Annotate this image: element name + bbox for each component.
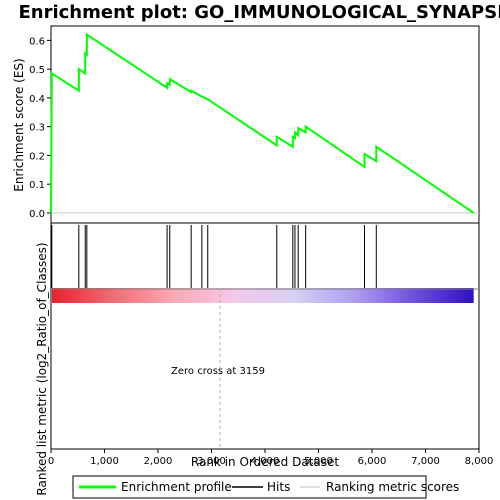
legend-label-hits: Hits <box>267 480 290 494</box>
x-axis: 0 1,000 2,000 3,000 4,000 5,000 6,000 7,000 8,00… <box>48 449 494 467</box>
zero-cross-annotation: Zero cross at 3159 <box>171 366 265 377</box>
enrichment-profile-line <box>50 32 475 214</box>
x-tick-label: 1,000 <box>90 456 119 467</box>
x-tick-label: 0 <box>48 456 54 467</box>
legend: Enrichment profile Hits Ranking metric s… <box>72 475 459 499</box>
es-panel-frame <box>50 25 480 224</box>
x-tick-label: 4,000 <box>251 456 280 467</box>
es-y-tick-label: 0.6 <box>29 36 45 47</box>
ranked-metric-color-bar <box>51 288 479 303</box>
es-y-axis-label: Enrichment score (ES) <box>12 58 26 191</box>
x-tick-label: 8,000 <box>465 456 494 467</box>
legend-label-ranking-metric: Ranking metric scores <box>326 480 459 494</box>
es-y-tick-label: 0.4 <box>29 94 45 105</box>
es-y-tick-label: 0.0 <box>29 209 45 220</box>
es-y-tick-label: 0.5 <box>29 65 45 76</box>
hits-panel-frame <box>50 222 480 290</box>
es-y-tick-label: 0.1 <box>29 180 45 191</box>
es-y-axis: 0.0 0.1 0.2 0.3 0.4 0.5 0.6 <box>29 36 51 220</box>
x-tick-label: 2,000 <box>144 456 173 467</box>
chart-title: Enrichment plot: GO_IMMUNOLOGICAL_SYNAPS… <box>18 2 500 23</box>
x-tick-label: 5,000 <box>304 456 333 467</box>
x-tick-label: 3,000 <box>197 456 226 467</box>
metric-y-axis-label: Ranked list metric (log2_Ratio_of_Classe… <box>35 242 49 495</box>
x-tick-label: 7,000 <box>411 456 440 467</box>
metric-panel-frame <box>50 288 480 450</box>
metric-color-band <box>52 288 474 303</box>
es-y-tick-label: 0.2 <box>29 151 45 162</box>
legend-label-enrichment-profile: Enrichment profile <box>121 480 232 494</box>
x-axis-label: Rank in Ordered Dataset <box>191 455 339 469</box>
es-y-tick-label: 0.3 <box>29 123 45 134</box>
x-tick-label: 6,000 <box>358 456 387 467</box>
hit-markers <box>51 225 377 288</box>
